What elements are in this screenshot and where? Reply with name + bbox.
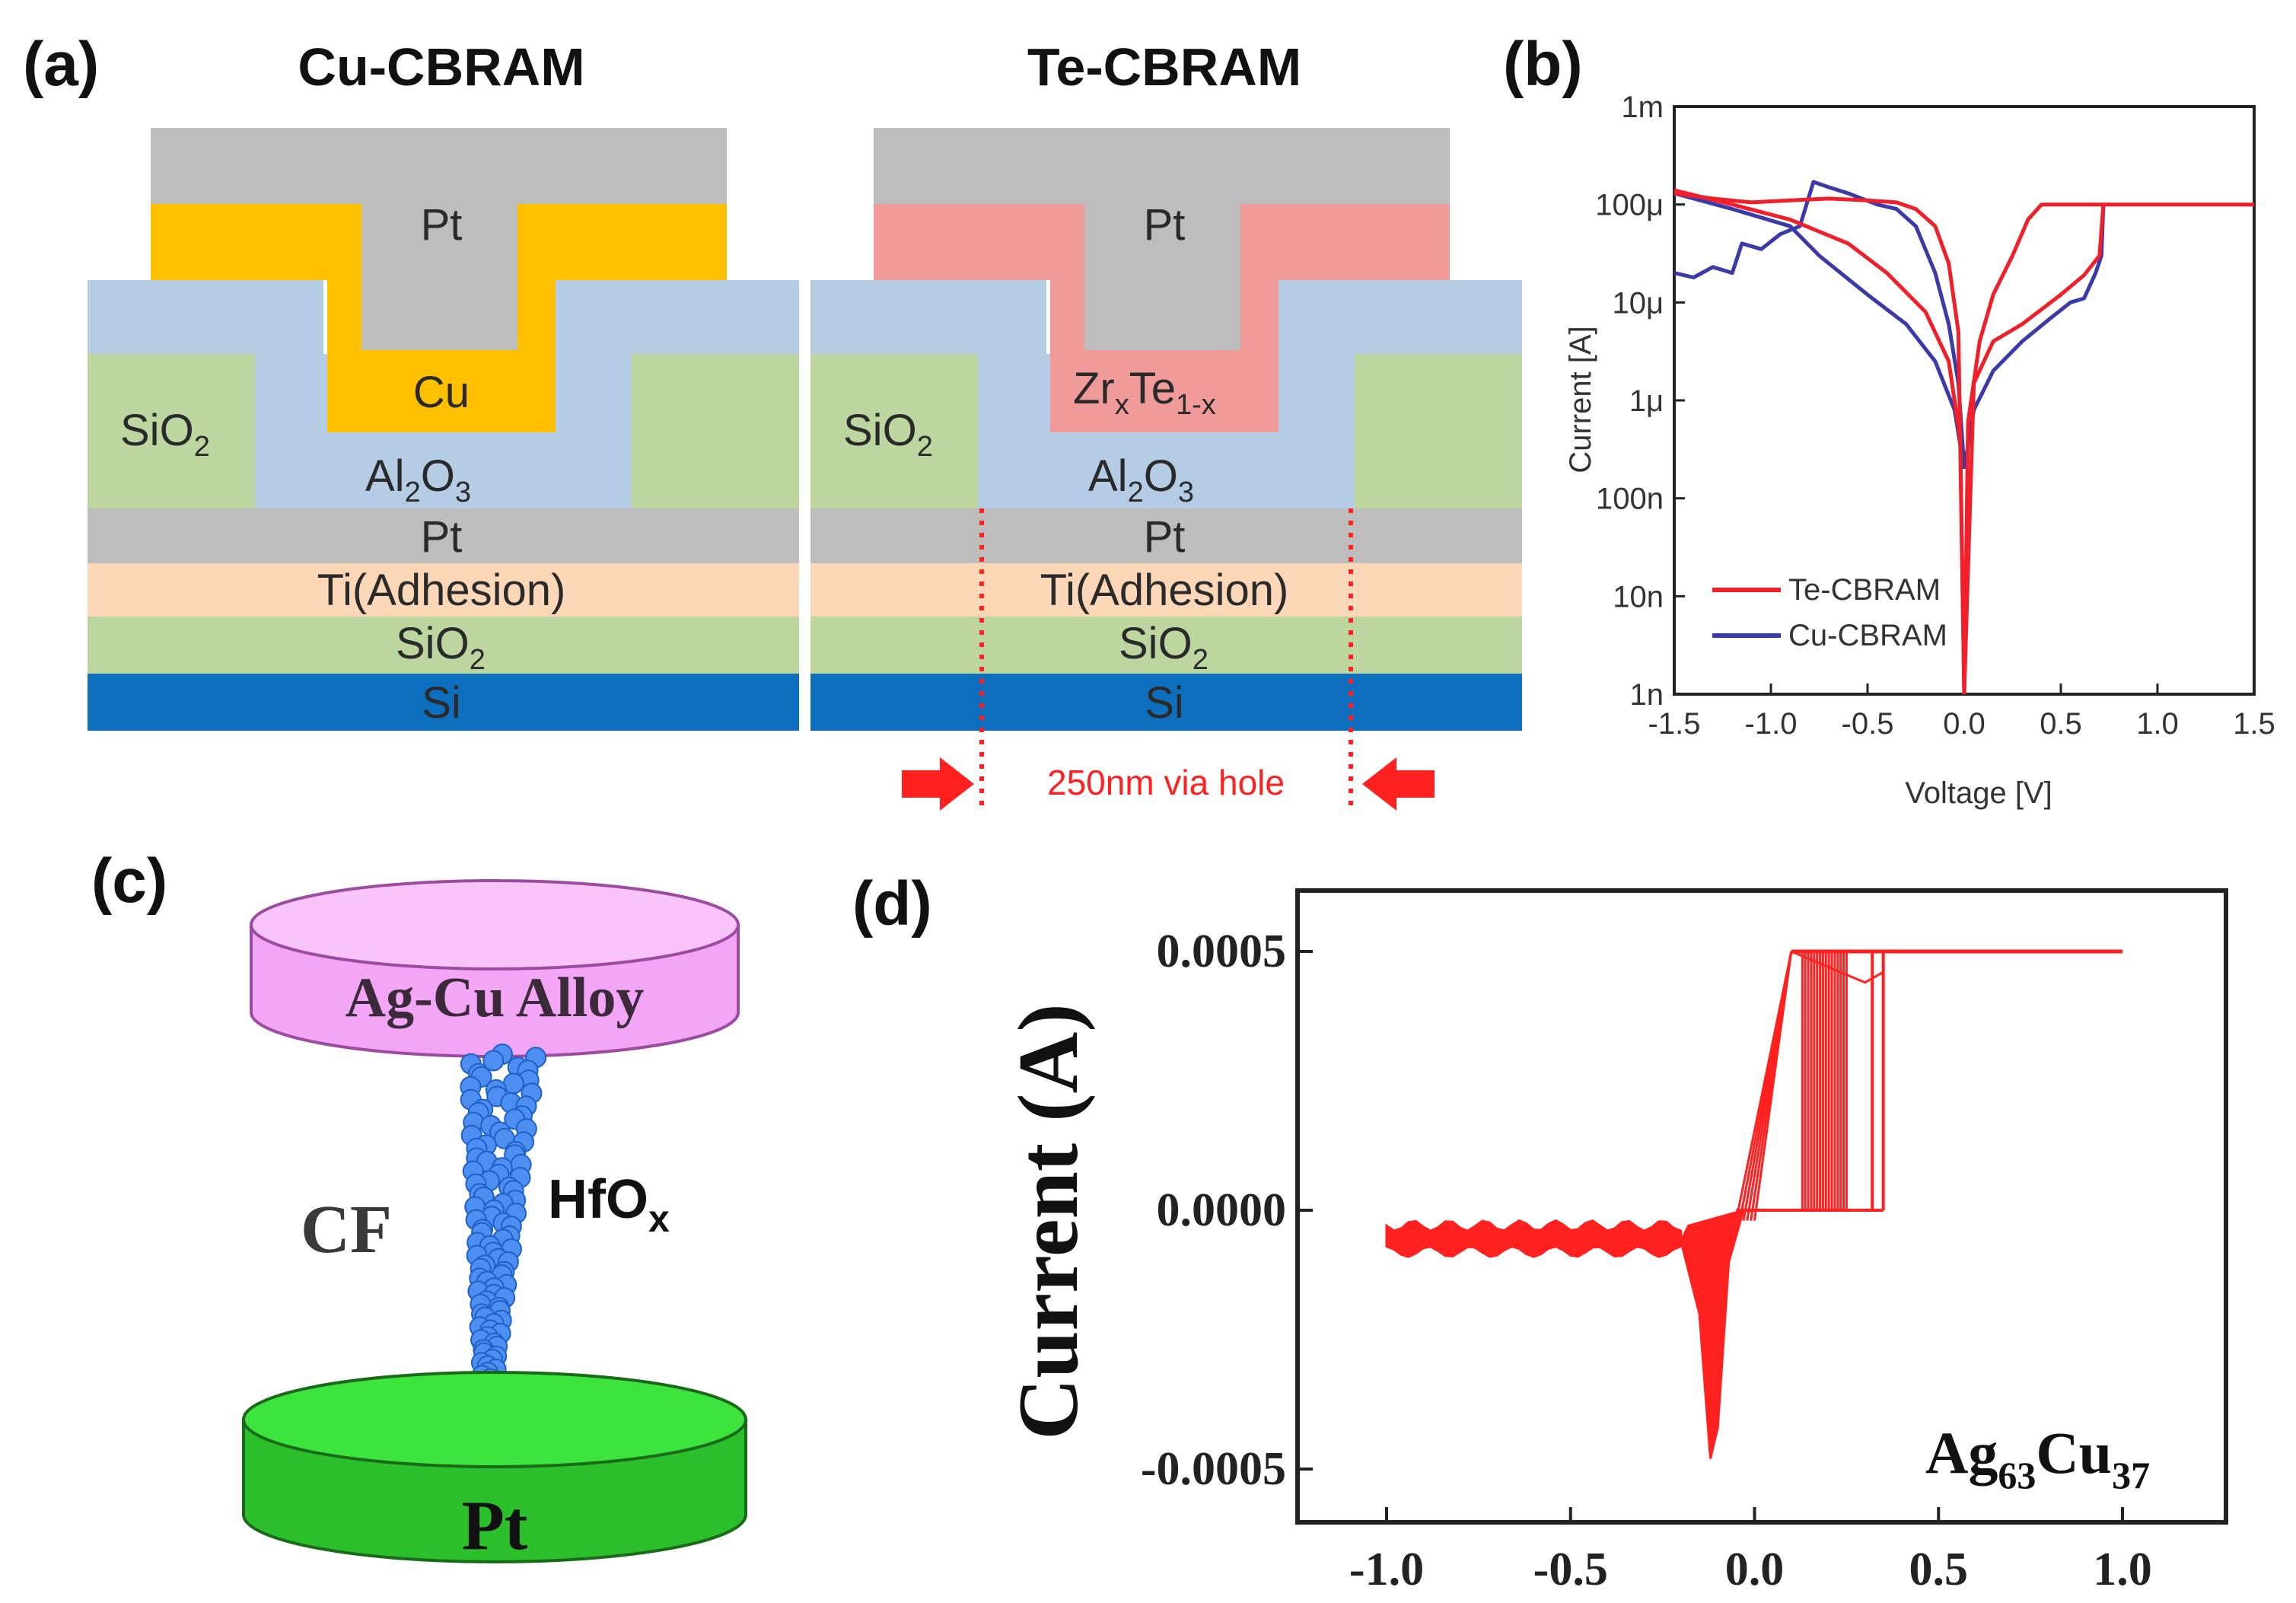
legend-cu-label: Cu-CBRAM — [1788, 619, 1947, 652]
pt-bottom-layer — [810, 508, 1522, 563]
b-y-tick-label: 100n — [1596, 483, 1664, 516]
te-cbram-title: Te-CBRAM — [1027, 37, 1301, 97]
b-x-tick-label: 0.0 — [1943, 707, 1986, 741]
d-negative-band — [1385, 1219, 1683, 1258]
ag-cu-cylinder-top — [250, 879, 740, 970]
ti-label: Ti(Adhesion) — [317, 566, 566, 615]
cu-cbram-title: Cu-CBRAM — [298, 37, 584, 97]
b-y-tick-label: 10n — [1613, 580, 1664, 613]
pt-top-label: Pt — [421, 200, 463, 250]
b-y-ticks: 1m 100μ 10μ 1μ 100n 10n 1n — [1595, 91, 1685, 712]
ag-cu-alloy-label: Ag-Cu Alloy — [346, 967, 645, 1029]
sio2-right-block — [632, 354, 799, 508]
si-layer — [88, 674, 799, 731]
b-x-tick-label: -1.0 — [1745, 707, 1798, 741]
b-x-axis-label: Voltage [V] — [1905, 776, 2052, 810]
panel-c-label: (c) — [91, 846, 167, 916]
panel-d-label: (d) — [852, 869, 932, 939]
b-y-tick-label: 10μ — [1612, 286, 1664, 320]
pt-top-electrode — [151, 128, 727, 350]
d-y-tick-label: 0.0000 — [1157, 1184, 1287, 1236]
te-cbram-stack: Pt ZrxTe1-x SiO2 Al2O3 Pt Ti(Adhesion) S… — [810, 128, 1522, 811]
plot-d-frame — [1295, 888, 2228, 1525]
d-y-axis-label: Current (A) — [1002, 1003, 1096, 1439]
via-hole-label: 250nm via hole — [1047, 763, 1285, 802]
te-cbram-set-curve-2 — [1962, 204, 2106, 695]
ti-label: Ti(Adhesion) — [1040, 566, 1289, 615]
b-y-tick-label: 1n — [1630, 678, 1664, 712]
b-x-tick-label: -1.5 — [1648, 707, 1701, 741]
b-y-tick-label: 1μ — [1629, 384, 1664, 418]
d-y-tick-label: 0.0005 — [1157, 926, 1287, 977]
te-cbram-reset-curve — [1673, 191, 1966, 695]
via-right-arrow-icon — [1362, 757, 1435, 811]
al2o3-label: Al2O3 — [1088, 451, 1194, 508]
pt-bottom-label: Pt — [1144, 512, 1186, 562]
ag63cu37-annotation: Ag63Cu37 — [1925, 1420, 2150, 1496]
d-x-tick-label: 0.0 — [1725, 1544, 1785, 1595]
cu-cbram-return-curve — [1673, 191, 1966, 470]
cu-cbram-set-curve — [1962, 204, 2106, 470]
panel-b-label: (b) — [1503, 30, 1583, 99]
d-reset-spike — [1680, 1208, 1746, 1459]
si-label: Si — [1145, 678, 1184, 728]
panel-b: (b) 1m 100μ 10μ 1μ 100n 10n 1n -1.5 -1.0 -0.5 0.0… — [1503, 30, 2275, 810]
sio2-bottom-label: SiO2 — [1119, 619, 1209, 676]
d-x-tick-label: 0.5 — [1909, 1544, 1969, 1595]
b-y-tick-label: 1m — [1621, 91, 1664, 124]
d-x-tick-label: -1.0 — [1349, 1544, 1424, 1595]
panel-c: (c) Ag-Cu Alloy CF HfOx Pt — [91, 846, 747, 1564]
panel-d: (d) 0.0005 0.0000 -0.0005 -1.0 -0.5 0.0 0.5 1.… — [852, 869, 2228, 1595]
zrte-label: ZrxTe1-x — [1073, 364, 1216, 421]
b-x-tick-label: 1.5 — [2233, 707, 2275, 741]
sio2-side-label: SiO2 — [843, 406, 933, 463]
ti-layer — [810, 563, 1522, 617]
d-x-ticks: -1.0 -0.5 0.0 0.5 1.0 — [1349, 1507, 2152, 1595]
si-layer — [810, 674, 1522, 731]
cu-cbram-reset-curve — [1673, 180, 1966, 470]
sio2-side-label: SiO2 — [120, 406, 210, 463]
panel-a-label: (a) — [23, 30, 99, 99]
sio2-right-block — [1355, 354, 1522, 508]
cu-label: Cu — [413, 368, 470, 417]
d-x-tick-label: 1.0 — [2093, 1544, 2152, 1595]
d-x-tick-label: -0.5 — [1533, 1544, 1608, 1595]
sio2-bottom-layer — [88, 617, 799, 674]
d-curves — [1385, 949, 2122, 1459]
ti-layer — [88, 563, 799, 617]
al2o3-label: Al2O3 — [365, 451, 471, 508]
si-label: Si — [422, 678, 461, 728]
b-x-tick-label: 1.0 — [2136, 707, 2179, 741]
b-y-axis-label: Current [A] — [1564, 326, 1597, 473]
sio2-bottom-label: SiO2 — [396, 619, 486, 676]
b-x-tick-label: -0.5 — [1842, 707, 1894, 741]
pt-electrode-label: Pt — [462, 1487, 528, 1564]
b-x-ticks: -1.5 -1.0 -0.5 0.0 0.5 1.0 1.5 — [1648, 684, 2275, 741]
d-y-ticks: 0.0005 0.0000 -0.0005 — [1141, 926, 1313, 1495]
via-left-arrow-icon — [902, 757, 974, 811]
d-y-tick-label: -0.0005 — [1141, 1443, 1286, 1495]
d-lrs-line — [1753, 951, 1793, 1221]
cu-cbram-stack: Pt Cu SiO2 Al2O3 Pt Ti(Adhesion) SiO2 Si — [88, 128, 799, 731]
cf-label: CF — [301, 1192, 392, 1267]
filament-bead — [482, 1050, 505, 1072]
pt-top-label: Pt — [1144, 200, 1186, 250]
pt-cylinder-top — [242, 1371, 747, 1468]
te-cbram-return-curve — [1673, 188, 1966, 695]
sio2-left-block — [88, 354, 255, 508]
pt-bottom-layer — [88, 508, 799, 563]
pt-top-electrode — [874, 128, 1450, 350]
hfox-label: HfOx — [548, 1169, 670, 1240]
conductive-filament — [460, 1044, 547, 1419]
d-return-line — [1791, 950, 1884, 984]
legend-te-label: Te-CBRAM — [1788, 573, 1941, 607]
pt-bottom-label: Pt — [421, 512, 463, 562]
te-cbram-set-curve — [1962, 202, 2254, 695]
b-y-tick-label: 100μ — [1595, 189, 1664, 222]
b-x-tick-label: 0.5 — [2040, 707, 2082, 741]
sio2-bottom-layer — [810, 617, 1522, 674]
sio2-left-block — [810, 354, 978, 508]
b-curves — [1673, 180, 2254, 695]
panel-a: (a) Cu-CBRAM Te-CBRAM Pt Cu SiO2 Al2O3 P… — [23, 30, 1522, 811]
